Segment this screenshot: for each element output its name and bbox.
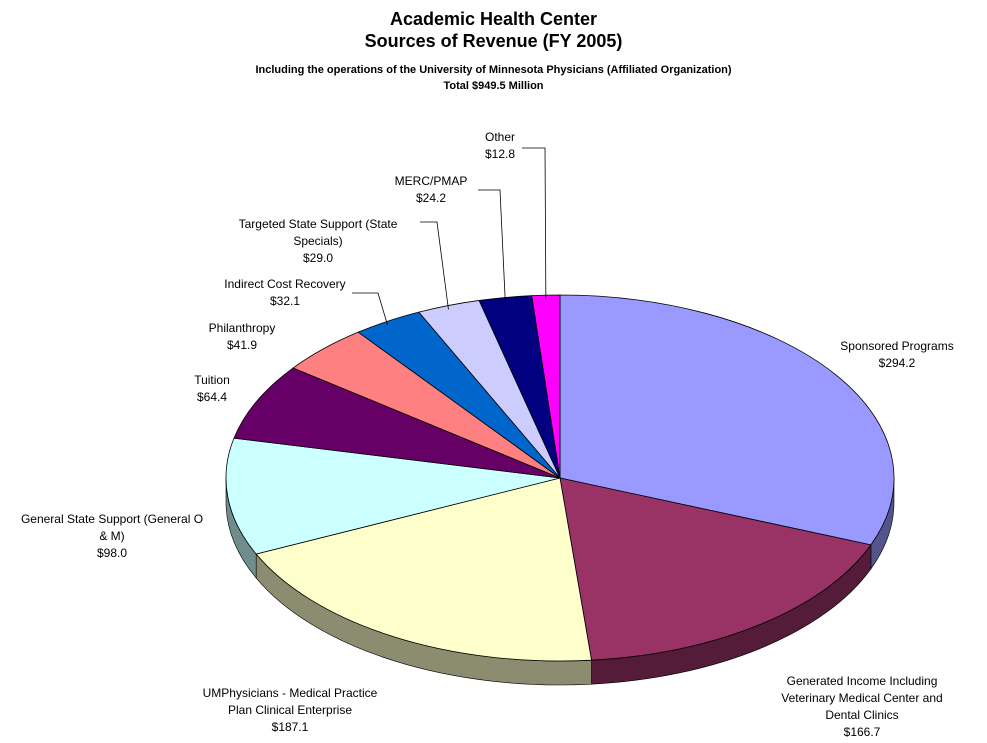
slice-label: Philanthropy $41.9 [187,320,297,354]
slice-label: Generated Income Including Veterinary Me… [767,673,957,741]
slice [559,294,895,546]
slice [225,437,561,555]
category-label: General State Support (General O & M) [20,512,204,543]
category-label: MERC/PMAP [394,174,468,188]
value-label: $166.7 [843,725,881,739]
value-label: $24.2 [415,191,447,205]
category-label: Indirect Cost Recovery [224,277,346,291]
slice-label: Other $12.8 [470,129,530,163]
leader-line [352,292,388,326]
value-label: $98.0 [96,546,128,560]
category-label: Philanthropy [208,321,276,335]
slice-label: Sponsored Programs $294.2 [822,338,972,372]
leader-line [420,221,449,310]
slice-label: MERC/PMAP $24.2 [381,173,481,207]
value-label: $12.8 [484,147,516,161]
value-label: $294.2 [878,356,916,370]
leader-line [478,189,506,302]
value-label: $41.9 [226,338,258,352]
slice [233,367,561,479]
category-label: UMPhysicians - Medical Practice Plan Cli… [202,686,378,717]
category-label: Tuition [194,373,230,387]
slice-label: General State Support (General O & M) $98… [17,511,207,562]
value-label: $32.1 [269,294,301,308]
category-label: Targeted State Support (State Specials) [238,217,398,248]
slice [255,477,593,662]
chart-total: Total $949.5 Million [443,80,544,92]
value-label: $64.4 [196,390,228,404]
chart-title: Academic Health Center [389,9,598,29]
category-label: Other [484,130,515,144]
value-label: $29.0 [302,251,334,265]
category-label: Generated Income Including Veterinary Me… [781,674,943,722]
slice [559,477,872,661]
slice-label: Targeted State Support (State Specials) $… [226,216,411,267]
value-label: $187.1 [271,720,309,734]
category-label: Sponsored Programs [840,339,954,353]
chart-title: Sources of Revenue (FY 2005) [364,31,623,51]
slice-label: UMPhysicians - Medical Practice Plan Cli… [193,685,388,736]
slice-label: Tuition $64.4 [162,372,262,406]
chart-subtitle: Including the operations of the Universi… [255,64,732,76]
leader-line [522,147,547,300]
slice-label: Indirect Cost Recovery $32.1 [215,276,355,310]
